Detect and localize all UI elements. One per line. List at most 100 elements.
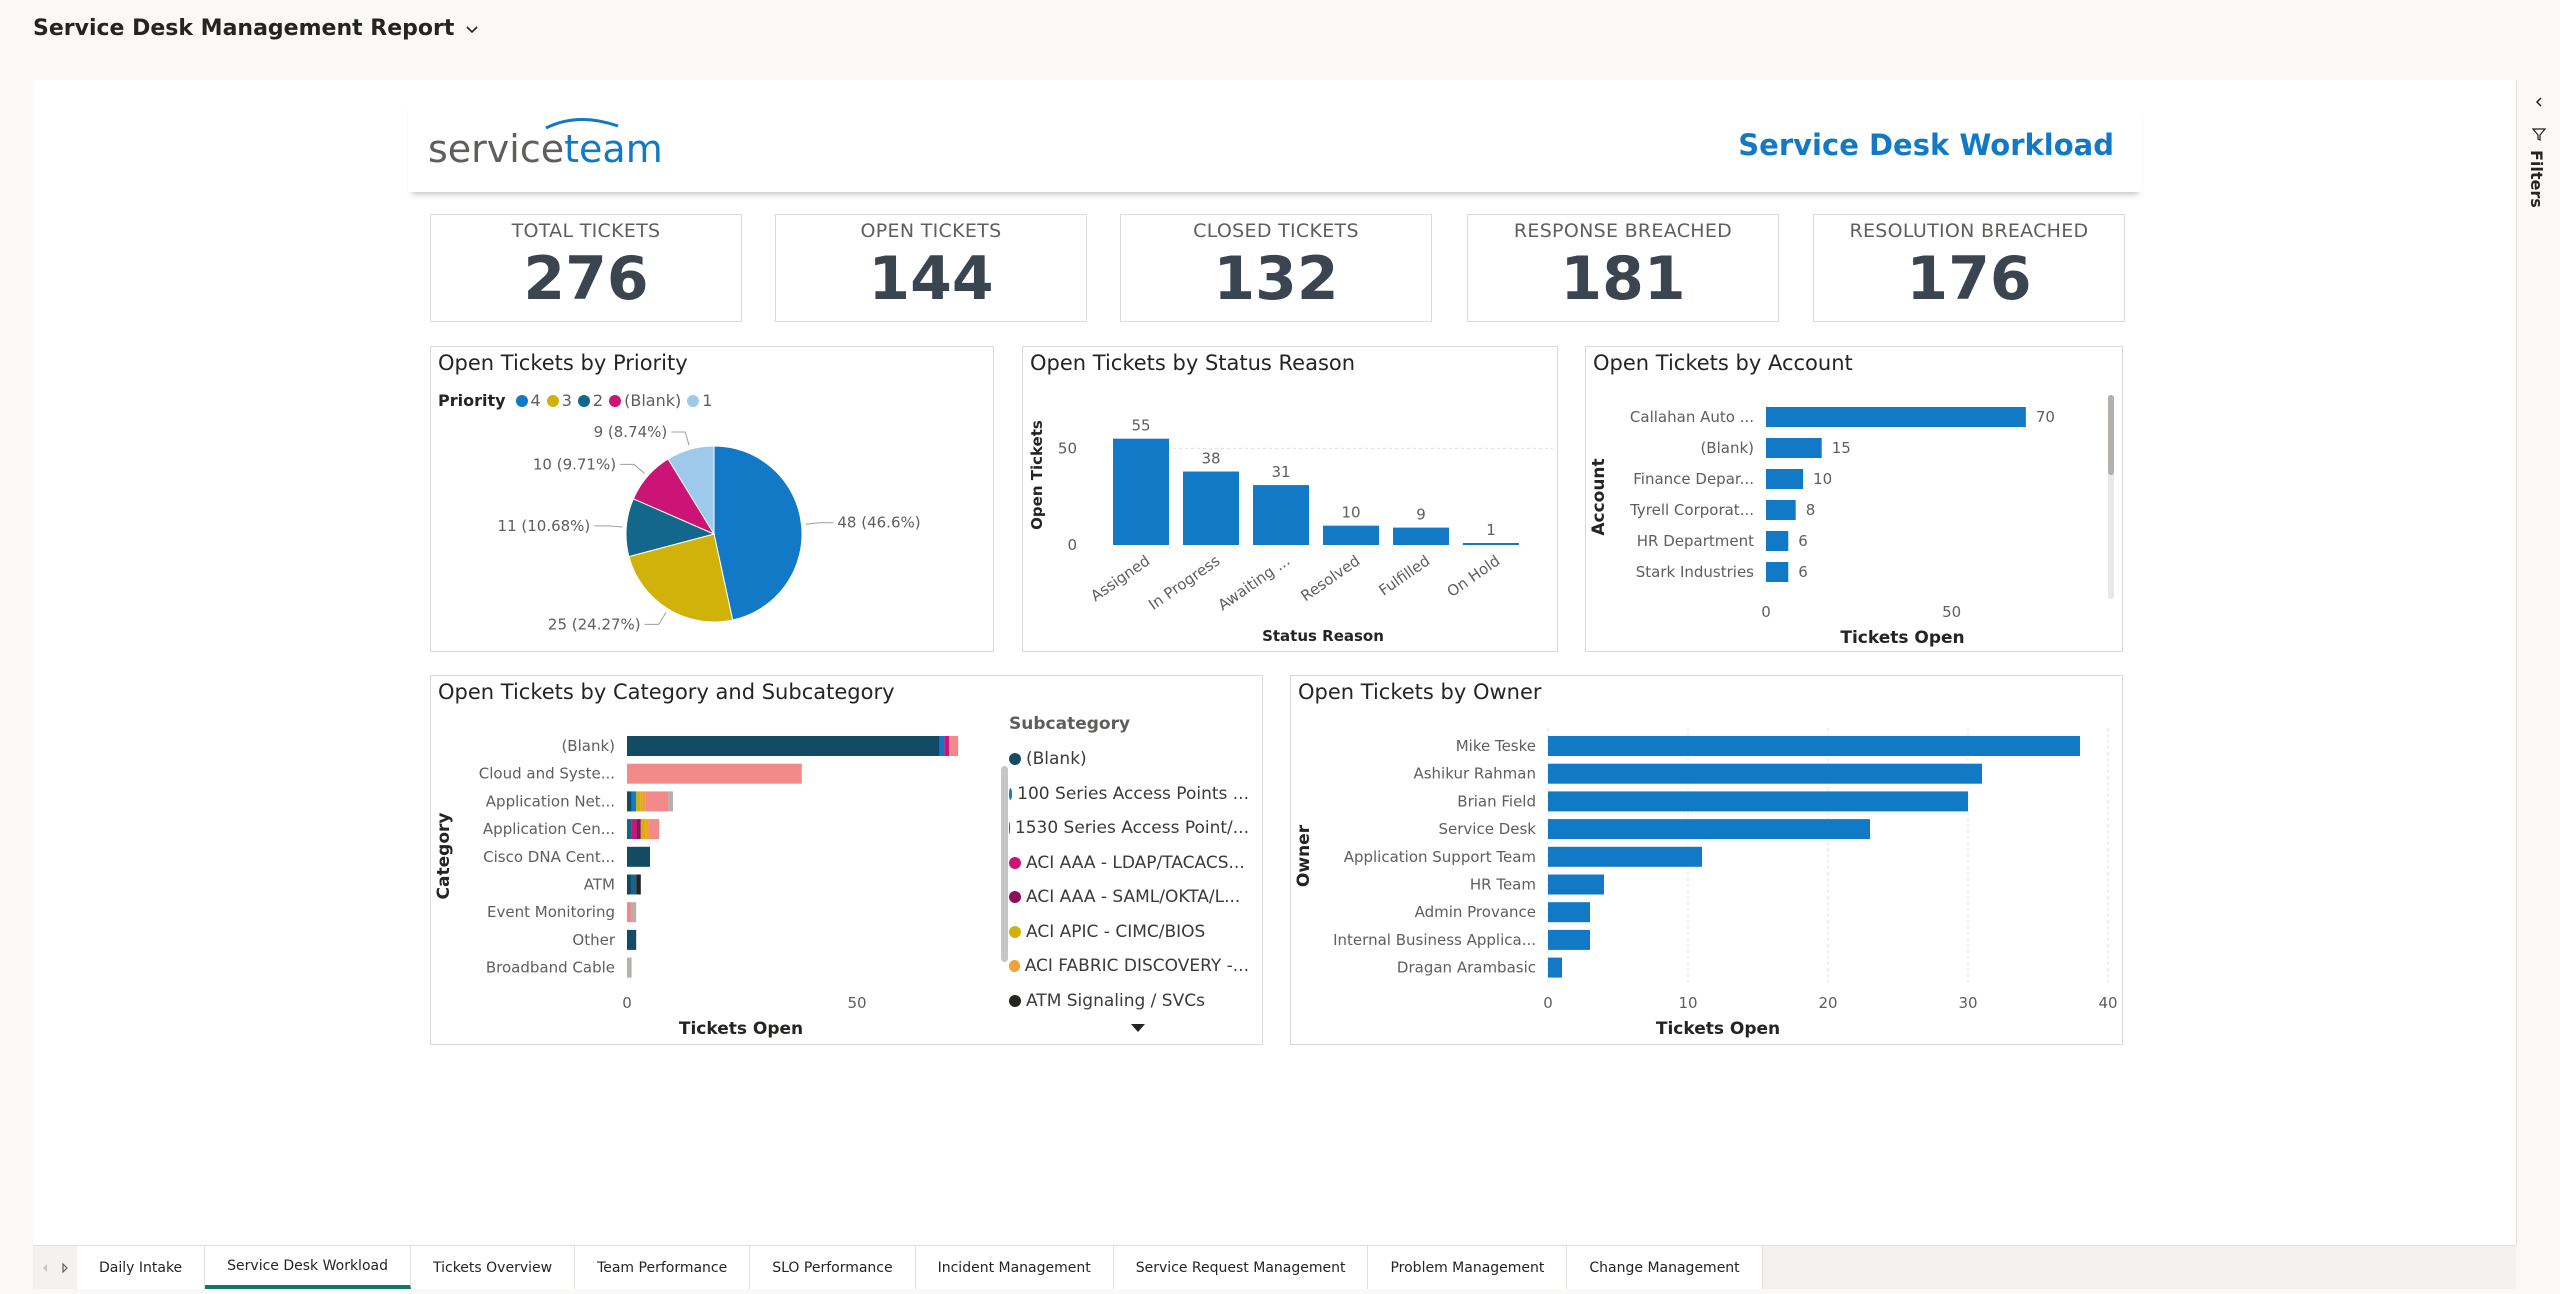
- bar[interactable]: [1113, 438, 1169, 545]
- bar[interactable]: [1548, 846, 1702, 867]
- bar[interactable]: [1183, 471, 1239, 545]
- tab-daily-intake[interactable]: Daily Intake: [77, 1246, 206, 1289]
- bar-segment[interactable]: [631, 791, 637, 812]
- pie-slice[interactable]: [628, 533, 734, 623]
- pie-data-label: 10 (9.71%): [533, 455, 616, 473]
- legend-item[interactable]: 4: [515, 391, 541, 410]
- kpi-response-breached[interactable]: RESPONSE BREACHED 181: [1467, 214, 1779, 322]
- tab-slo-performance[interactable]: SLO Performance: [750, 1246, 916, 1289]
- bar-segment[interactable]: [636, 791, 641, 812]
- y-tick-label: Application Support Team: [1344, 848, 1536, 866]
- bar[interactable]: [1766, 438, 1822, 458]
- legend-dot: [1009, 960, 1020, 973]
- data-label: 55: [1131, 417, 1150, 435]
- bar[interactable]: [1548, 763, 1982, 784]
- report-title-dropdown[interactable]: Service Desk Management Report: [33, 16, 480, 41]
- tab-incident-management[interactable]: Incident Management: [915, 1246, 1114, 1289]
- tab-tickets-overview[interactable]: Tickets Overview: [410, 1246, 576, 1289]
- tab-team-performance[interactable]: Team Performance: [575, 1246, 751, 1289]
- tab-prev-icon[interactable]: [37, 1258, 53, 1278]
- report-title: Service Desk Management Report: [33, 16, 455, 41]
- subcategory-legend-scrollbar[interactable]: [1001, 766, 1008, 962]
- bar[interactable]: [1766, 469, 1804, 489]
- bar-segment[interactable]: [627, 819, 632, 840]
- bar[interactable]: [1766, 562, 1789, 582]
- bar[interactable]: [1766, 407, 2026, 427]
- bar[interactable]: [1253, 485, 1309, 545]
- bar[interactable]: [1766, 500, 1796, 520]
- bar[interactable]: [1548, 791, 1968, 812]
- kpi-resolution-breached[interactable]: RESOLUTION BREACHED 176: [1813, 214, 2125, 322]
- pie-slice[interactable]: [713, 445, 803, 621]
- bar-segment[interactable]: [631, 902, 637, 923]
- owner-panel[interactable]: Open Tickets by Owner Mike Teske Ashikur …: [1290, 675, 2123, 1045]
- tab-service-desk-workload[interactable]: Service Desk Workload: [205, 1246, 411, 1289]
- bar[interactable]: [1393, 527, 1449, 545]
- bar-segment[interactable]: [668, 791, 673, 812]
- legend-item[interactable]: (Blank): [609, 391, 681, 410]
- bar-segment[interactable]: [636, 874, 641, 895]
- legend-item[interactable]: ACI FABRIC DISCOVERY -...: [1009, 949, 1249, 984]
- bar-segment[interactable]: [640, 791, 646, 812]
- bar-segment[interactable]: [650, 819, 660, 840]
- bar-segment[interactable]: [627, 957, 632, 978]
- bar-segment[interactable]: [645, 819, 650, 840]
- bar[interactable]: [1548, 957, 1562, 978]
- priority-pie-panel[interactable]: Open Tickets by Priority Priority 4 3 2 …: [430, 346, 994, 652]
- kpi-open-tickets[interactable]: OPEN TICKETS 144: [775, 214, 1087, 322]
- bar-segment[interactable]: [631, 874, 637, 895]
- bar[interactable]: [1548, 929, 1590, 950]
- x-tick-label: 10: [1678, 994, 1697, 1012]
- bar-segment[interactable]: [627, 791, 632, 812]
- account-scrollbar-thumb[interactable]: [2108, 395, 2114, 475]
- legend-item[interactable]: 2: [577, 391, 603, 410]
- bar[interactable]: [1463, 543, 1519, 545]
- account-scrollbar[interactable]: [2108, 395, 2114, 599]
- legend-item[interactable]: ACI AAA - SAML/OKTA/L...: [1009, 880, 1249, 915]
- legend-item[interactable]: 3: [546, 391, 572, 410]
- bar-segment[interactable]: [627, 874, 632, 895]
- bar[interactable]: [1548, 736, 2080, 756]
- bar-segment[interactable]: [939, 736, 945, 756]
- bar-segment[interactable]: [627, 736, 940, 756]
- page-title: Service Desk Workload: [1738, 128, 2114, 162]
- bar-segment[interactable]: [949, 736, 959, 756]
- tab-change-management[interactable]: Change Management: [1567, 1246, 1763, 1289]
- bar-segment[interactable]: [645, 791, 669, 812]
- legend-item[interactable]: (Blank): [1009, 742, 1249, 777]
- tab-next-icon[interactable]: [57, 1258, 73, 1278]
- tab-service-request-management[interactable]: Service Request Management: [1113, 1246, 1369, 1289]
- legend-item[interactable]: 100 Series Access Points ...: [1009, 777, 1249, 812]
- account-panel[interactable]: Open Tickets by Account Callahan Auto ..…: [1585, 346, 2123, 652]
- category-panel[interactable]: Open Tickets by Category and Subcategory…: [430, 675, 1263, 1045]
- legend-item[interactable]: ATM Signaling / SVCs: [1009, 984, 1249, 1019]
- tab-problem-management[interactable]: Problem Management: [1368, 1246, 1568, 1289]
- bar-segment[interactable]: [627, 846, 650, 867]
- bar-segment[interactable]: [631, 819, 637, 840]
- status-reason-panel[interactable]: Open Tickets by Status Reason 0 50 Open Ti…: [1022, 346, 1558, 652]
- kpi-total-tickets[interactable]: TOTAL TICKETS 276: [430, 214, 742, 322]
- y-tick-label: Cloud and Syste...: [479, 765, 615, 783]
- bar-segment[interactable]: [636, 819, 641, 840]
- bar-segment[interactable]: [627, 902, 632, 923]
- bar-segment[interactable]: [944, 736, 949, 756]
- bar[interactable]: [1766, 531, 1789, 551]
- bar-segment[interactable]: [627, 929, 637, 950]
- legend-item[interactable]: ACI APIC - CIMC/BIOS: [1009, 915, 1249, 950]
- bar-segment[interactable]: [627, 763, 802, 784]
- legend-dot: [1009, 891, 1021, 904]
- bar-segment[interactable]: [640, 819, 646, 840]
- kpi-closed-tickets[interactable]: CLOSED TICKETS 132: [1120, 214, 1432, 322]
- filters-label[interactable]: Filters: [2527, 150, 2546, 208]
- legend-item[interactable]: ACI AAA - LDAP/TACACS...: [1009, 846, 1249, 881]
- bar[interactable]: [1548, 819, 1870, 840]
- bar[interactable]: [1323, 525, 1379, 545]
- bar[interactable]: [1548, 902, 1590, 923]
- pie-slice[interactable]: [667, 445, 715, 536]
- collapse-filters-icon[interactable]: [2529, 92, 2549, 112]
- legend-item[interactable]: 1530 Series Access Point/...: [1009, 811, 1249, 846]
- bar[interactable]: [1548, 874, 1604, 895]
- y-tick-label: Ashikur Rahman: [1413, 765, 1536, 783]
- legend-scroll-down-icon[interactable]: [1131, 1024, 1145, 1032]
- legend-item[interactable]: 1: [687, 391, 712, 410]
